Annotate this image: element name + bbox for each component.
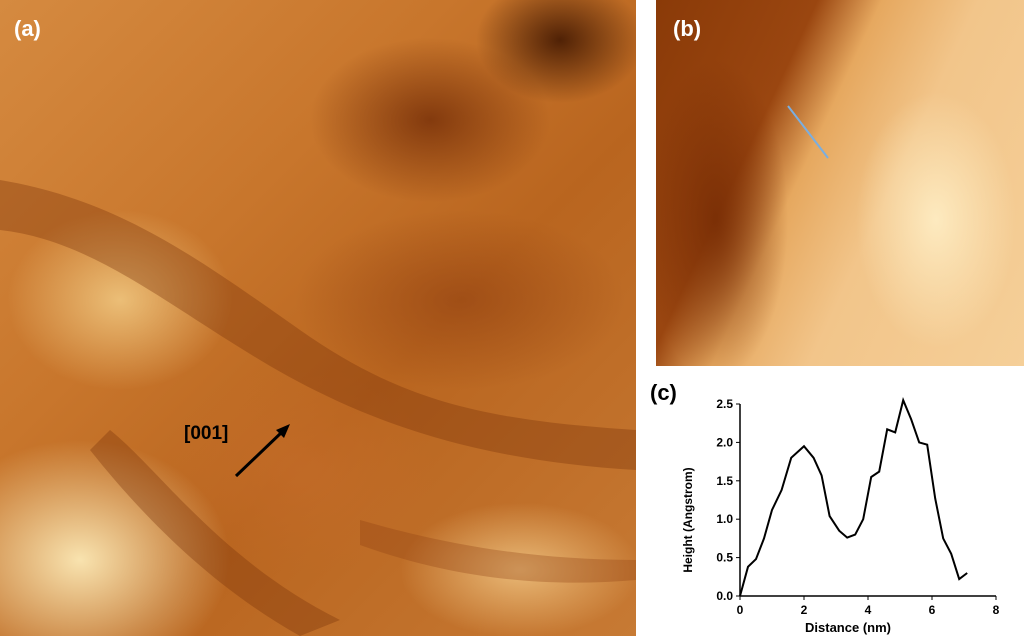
height-profile-chart: 0.0 0.5 1.0 1.5 2.0 2.5 0 2 4 6 8 Distance (nm) H… xyxy=(681,397,1000,635)
stm-image-a: (a) [001] xyxy=(0,0,636,636)
y-tick-label: 1.0 xyxy=(716,512,733,526)
y-tick-label: 2.5 xyxy=(716,397,733,411)
x-ticks: 0 2 4 6 8 xyxy=(737,596,1000,617)
panel-b-label: (b) xyxy=(673,16,702,41)
x-tick-label: 0 xyxy=(737,603,744,617)
stm-image-b: (b) xyxy=(656,0,1024,366)
direction-label: [001] xyxy=(184,423,229,444)
panel-c-label: (c) xyxy=(650,380,677,405)
stm-texture-a xyxy=(0,180,636,636)
y-ticks: 0.0 0.5 1.0 1.5 2.0 2.5 xyxy=(716,397,740,603)
y-tick-label: 0.5 xyxy=(716,551,733,565)
x-tick-label: 4 xyxy=(865,603,872,617)
y-tick-label: 0.0 xyxy=(716,589,733,603)
chart-axes xyxy=(739,404,996,597)
profile-series-line xyxy=(739,397,968,597)
x-tick-label: 2 xyxy=(801,603,808,617)
direction-arrow xyxy=(234,424,290,478)
y-axis-label: Height (Angstrom) xyxy=(681,467,695,572)
panel-a-label: (a) xyxy=(14,16,41,41)
y-tick-label: 2.0 xyxy=(716,435,733,449)
x-axis-label: Distance (nm) xyxy=(805,620,891,635)
y-tick-label: 1.5 xyxy=(716,474,733,488)
x-tick-label: 8 xyxy=(993,603,1000,617)
line-profile-marker xyxy=(787,105,829,159)
x-tick-label: 6 xyxy=(929,603,936,617)
